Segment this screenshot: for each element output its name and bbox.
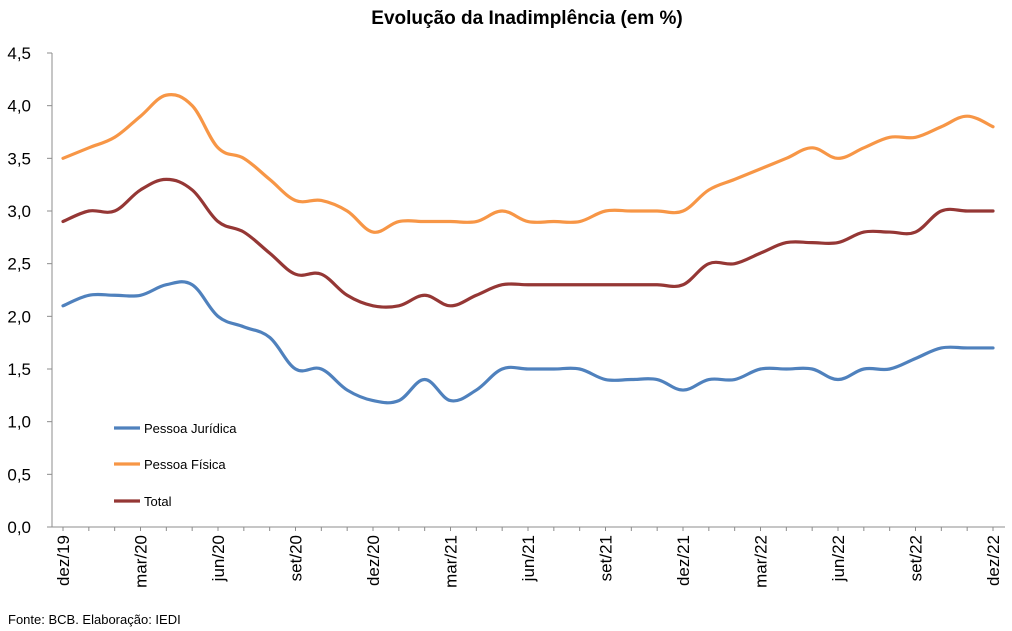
y-tick-label: 3,0 (7, 202, 31, 221)
x-tick-label: dez/20 (364, 535, 383, 586)
x-tick-label: set/22 (907, 535, 926, 581)
x-tick-label: jun/22 (829, 535, 848, 582)
legend-label-pessoa-juridica: Pessoa Jurídica (144, 421, 237, 436)
x-tick-label: dez/22 (984, 535, 1003, 586)
x-tick-label: mar/21 (442, 535, 461, 588)
y-tick-label: 1,5 (7, 360, 31, 379)
series-group (61, 93, 995, 405)
legend-label-pessoa-fisica: Pessoa Física (144, 457, 226, 472)
y-tick-label: 3,5 (7, 149, 31, 168)
x-tick-label: mar/22 (752, 535, 771, 588)
chart-title: Evolução da Inadimplência (em %) (371, 8, 682, 29)
series-line-pessoa-fisica (61, 93, 995, 234)
x-tick-label: set/20 (287, 535, 306, 581)
y-tick-label: 1,0 (7, 413, 31, 432)
x-tick-label: mar/20 (132, 535, 151, 588)
y-tick-label: 4,0 (7, 97, 31, 116)
x-tick-label: set/21 (597, 535, 616, 581)
y-tick-label: 2,0 (7, 307, 31, 326)
legend: Pessoa Jurídica Pessoa Física Total (114, 421, 237, 509)
y-tick-label: 0,0 (7, 518, 31, 537)
y-tick-label: 4,5 (7, 44, 31, 63)
x-axis: dez/19 mar/20 jun/20 set/20 dez/20 mar/21 jun/… (52, 526, 1005, 588)
x-tick-label: jun/20 (209, 535, 228, 582)
series-line-total (61, 177, 995, 309)
y-tick-label: 2,5 (7, 255, 31, 274)
x-tick-label: jun/21 (519, 535, 538, 582)
source-note: Fonte: BCB. Elaboração: IEDI (8, 612, 181, 627)
y-tick-label: 0,5 (7, 465, 31, 484)
x-tick-label: dez/19 (54, 535, 73, 586)
series-line-pessoa-juridica (61, 280, 995, 405)
x-tick-label: dez/21 (674, 535, 693, 586)
legend-label-total: Total (144, 494, 172, 509)
y-axis: 0,0 0,5 1,0 1,5 2,0 2,5 3,0 3,5 4,0 4,5 (7, 44, 53, 537)
